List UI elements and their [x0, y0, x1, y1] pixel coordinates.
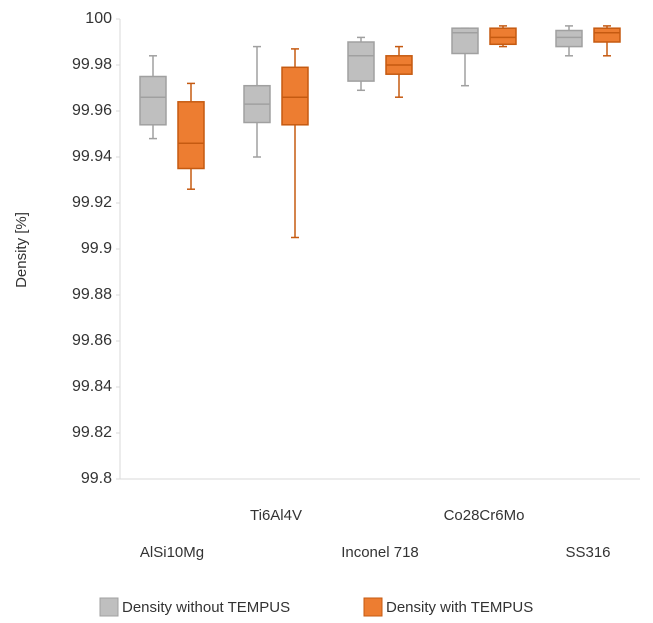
box [139, 75, 167, 126]
box [451, 27, 479, 55]
y-tick-label: 99.92 [72, 194, 112, 211]
y-tick-label: 99.9 [81, 240, 112, 257]
y-tick-label: 99.88 [72, 286, 112, 303]
x-tick-label: AlSi10Mg [140, 544, 204, 561]
x-tick-label: Inconel 718 [341, 544, 419, 561]
y-tick-label: 99.8 [81, 470, 112, 487]
legend-label: Density with TEMPUS [386, 599, 533, 616]
y-tick-label: 100 [85, 10, 112, 27]
box [177, 101, 205, 170]
y-axis-label: Density [%] [13, 212, 30, 288]
legend-swatch [363, 597, 383, 617]
y-tick-label: 99.98 [72, 56, 112, 73]
box [555, 29, 583, 48]
x-tick-label: Ti6Al4V [250, 507, 302, 524]
box [593, 27, 621, 43]
box [281, 66, 309, 126]
x-tick-label: Co28Cr6Mo [444, 507, 525, 524]
y-tick-label: 99.82 [72, 424, 112, 441]
x-tick-label: SS316 [565, 544, 610, 561]
box [489, 27, 517, 46]
legend-label: Density without TEMPUS [122, 599, 290, 616]
y-tick-label: 99.86 [72, 332, 112, 349]
y-tick-label: 99.96 [72, 102, 112, 119]
y-tick-label: 99.94 [72, 148, 112, 165]
box [347, 41, 375, 82]
y-tick-label: 99.84 [72, 378, 112, 395]
legend-swatch [99, 597, 119, 617]
